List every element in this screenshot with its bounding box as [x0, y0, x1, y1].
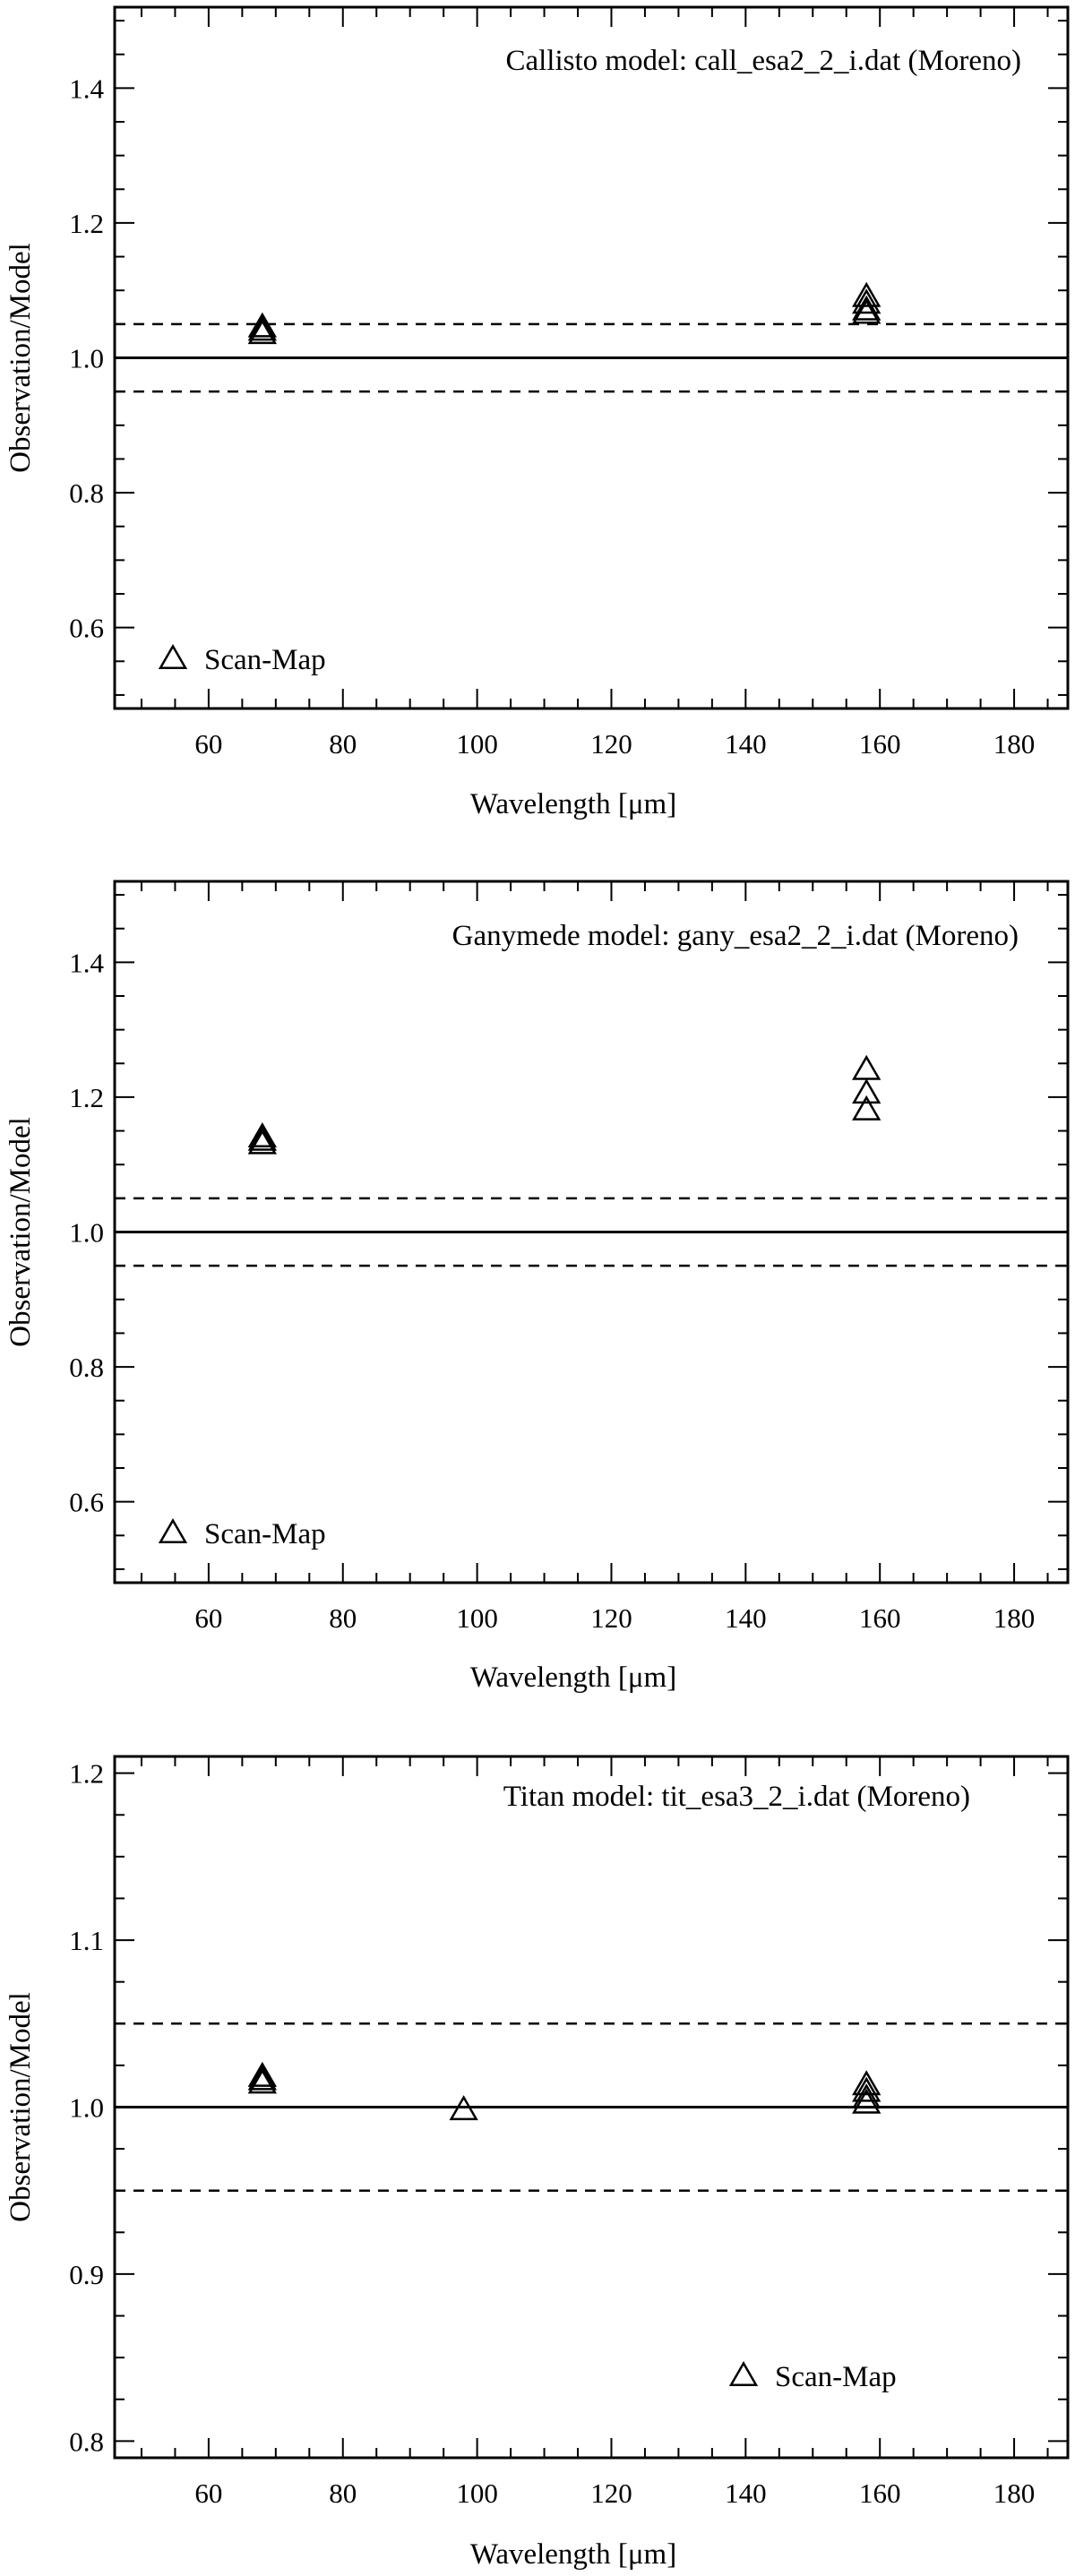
y-tick-label: 0.8 [69, 1352, 104, 1383]
scan-map-point [247, 2061, 278, 2087]
y-tick-label: 0.6 [69, 1487, 104, 1518]
scan-map-point [247, 1129, 278, 1155]
panel-ganymede: 60 80 100 120 140 160 180 0.6 0.8 1.0 1.2 1.4 Ganym… [4, 880, 1070, 1694]
legend-marker-triangle [158, 643, 188, 669]
y-axis-title: Observation/Model [4, 1117, 37, 1347]
x-tick-label: 120 [590, 1602, 632, 1634]
legend-label: Scan-Map [204, 644, 326, 676]
reference-lines [115, 1197, 1068, 1267]
scan-map-point [247, 312, 278, 338]
data-markers [247, 1054, 882, 1155]
y-tick-label: 0.8 [69, 477, 104, 509]
y-tick-label: 1.2 [69, 1758, 104, 1790]
x-tick-label: 120 [590, 728, 632, 760]
y-tick-label: 0.8 [69, 2426, 104, 2457]
y-tick-label: 0.6 [69, 613, 104, 644]
scan-map-point [852, 2088, 882, 2114]
y-tick-label: 1.4 [69, 73, 104, 104]
scan-map-point [247, 315, 278, 341]
scan-map-point [247, 1125, 278, 1151]
legend: Scan-Map [158, 1517, 326, 1550]
x-tick-label: 140 [725, 1602, 767, 1634]
x-tick-label: 60 [194, 1602, 222, 1634]
scan-map-point [852, 2076, 882, 2102]
legend-marker-triangle [728, 2360, 759, 2386]
y-tick-label: 1.4 [69, 947, 104, 978]
y-tick-label: 1.0 [69, 343, 104, 374]
x-tick-label: 180 [993, 1602, 1036, 1634]
panel-title: Titan model: tit_esa3_2_i.dat (Moreno) [503, 1781, 970, 1813]
y-axis-title: Observation/Model [4, 1992, 37, 2222]
axis-ticks [115, 7, 1068, 708]
y-tick-label: 1.2 [69, 1082, 104, 1113]
x-tick-label: 180 [993, 728, 1036, 760]
x-tick-label: 60 [194, 728, 222, 760]
scan-map-point [852, 2083, 882, 2109]
axis-ticks [115, 881, 1068, 1583]
x-tick-label: 80 [329, 1602, 357, 1634]
panel-title: Callisto model: call_esa2_2_i.dat (Moren… [505, 45, 1021, 77]
scan-map-point [852, 1078, 882, 1104]
scan-map-point [852, 1054, 882, 1080]
axis-ticks [115, 1756, 1068, 2458]
y-tick-label: 1.0 [69, 2092, 104, 2124]
x-tick-label: 180 [993, 2477, 1036, 2509]
legend: Scan-Map [728, 2360, 897, 2393]
legend-marker-triangle [158, 1517, 188, 1543]
x-tick-label: 160 [859, 728, 901, 760]
x-axis-title: Wavelength [μm] [470, 788, 676, 820]
legend: Scan-Map [158, 643, 326, 676]
axis-tick-labels: 60 80 100 120 140 160 180 0.6 0.8 1.0 1.2 1.4 [69, 947, 1035, 1634]
data-markers [247, 281, 882, 345]
data-markers [247, 2061, 882, 2121]
x-axis-title: Wavelength [μm] [470, 2538, 676, 2571]
x-axis-title: Wavelength [μm] [470, 1662, 676, 1694]
panel-title: Ganymede model: gany_esa2_2_i.dat (Moren… [452, 920, 1019, 952]
scan-map-point [852, 2070, 882, 2096]
panel-callisto: 60 80 100 120 140 160 180 0.6 0.8 1.0 1.2 1.4 Calli… [4, 5, 1070, 820]
scan-map-point [852, 281, 882, 307]
axis-tick-labels: 60 80 100 120 140 160 180 0.8 0.9 1.0 1.1 1.2 [69, 1758, 1035, 2509]
x-tick-label: 100 [456, 728, 498, 760]
scan-map-point [852, 288, 882, 314]
scan-map-point [449, 2095, 478, 2121]
x-tick-label: 140 [725, 2477, 767, 2509]
scan-map-point [852, 298, 882, 324]
x-tick-label: 80 [329, 2477, 357, 2509]
scan-map-point [852, 295, 882, 321]
y-tick-label: 0.9 [69, 2259, 104, 2290]
x-tick-label: 100 [456, 2477, 498, 2509]
y-tick-label: 1.0 [69, 1217, 104, 1249]
scan-map-point [247, 319, 278, 345]
scan-map-point [247, 2065, 278, 2091]
x-tick-label: 120 [590, 2477, 632, 2509]
legend-label: Scan-Map [204, 1518, 326, 1550]
x-tick-label: 160 [859, 1602, 901, 1634]
x-tick-label: 80 [329, 728, 357, 760]
y-tick-label: 1.2 [69, 208, 104, 239]
reference-lines [115, 2022, 1068, 2192]
reference-lines [115, 322, 1068, 393]
x-tick-label: 100 [456, 1602, 498, 1634]
scan-map-point [247, 2068, 278, 2094]
x-tick-label: 160 [859, 2477, 901, 2509]
axis-tick-labels: 60 80 100 120 140 160 180 0.6 0.8 1.0 1.2 1.4 [69, 73, 1035, 760]
scan-map-point [247, 1122, 278, 1148]
legend-label: Scan-Map [775, 2361, 897, 2393]
panel-titan: 60 80 100 120 140 160 180 0.8 0.9 1.0 1.1 1.2 Titan… [4, 1755, 1070, 2571]
x-tick-label: 60 [194, 2477, 222, 2509]
y-tick-label: 1.1 [69, 1925, 104, 1956]
y-axis-title: Observation/Model [4, 243, 37, 473]
scan-map-point [852, 1095, 882, 1121]
x-tick-label: 140 [725, 728, 767, 760]
